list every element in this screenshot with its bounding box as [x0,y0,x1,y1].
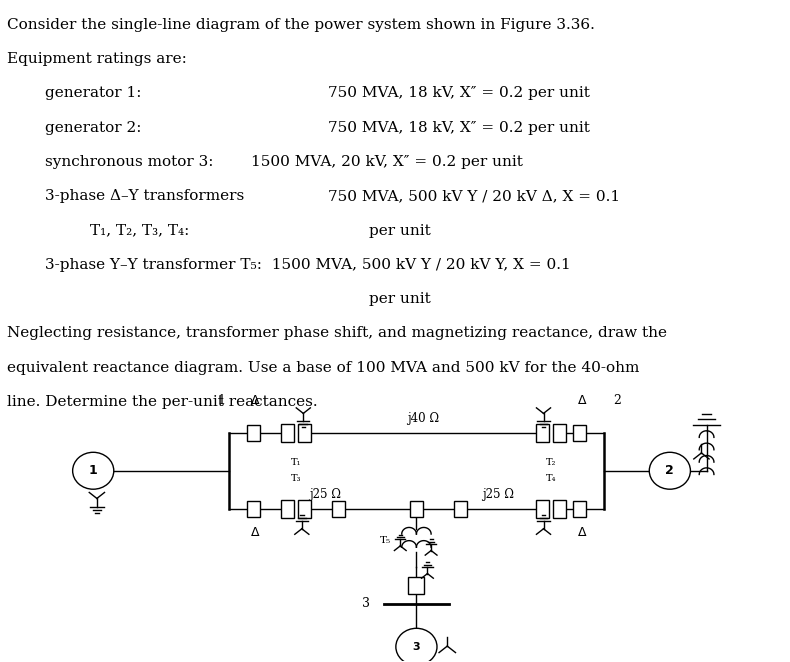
Text: T₄: T₄ [546,474,556,483]
Bar [410,501,423,517]
Text: T₂: T₂ [546,458,556,467]
Bar [573,501,586,517]
Text: T₁, T₂, T₃, T₄:: T₁, T₂, T₃, T₄: [89,224,189,238]
Bar [536,424,549,442]
Text: T₅: T₅ [380,536,391,545]
Bar [536,500,549,518]
Text: T₁: T₁ [291,458,301,467]
Bar [553,500,566,518]
Text: 3: 3 [363,597,371,610]
Bar [281,500,294,518]
Text: j40 Ω: j40 Ω [408,412,439,425]
Bar [246,501,260,517]
Bar [246,425,260,441]
Bar [281,424,294,442]
Text: Equipment ratings are:: Equipment ratings are: [7,52,187,66]
Circle shape [396,628,437,662]
Text: Δ: Δ [577,394,586,407]
Text: line. Determine the per-unit reactances.: line. Determine the per-unit reactances. [7,395,318,409]
Text: equivalent reactance diagram. Use a base of 100 MVA and 500 kV for the 40-ohm: equivalent reactance diagram. Use a base… [7,361,640,375]
Circle shape [649,452,690,489]
Text: 1: 1 [218,394,226,407]
Bar [332,501,345,517]
Text: per unit: per unit [369,292,431,306]
Text: Δ: Δ [251,394,260,407]
Text: T₃: T₃ [291,474,301,483]
Circle shape [73,452,114,489]
Text: 750 MVA, 18 kV, X″ = 0.2 per unit: 750 MVA, 18 kV, X″ = 0.2 per unit [329,120,590,134]
Text: 750 MVA, 500 kV Y / 20 kV Δ, X = 0.1: 750 MVA, 500 kV Y / 20 kV Δ, X = 0.1 [329,189,620,203]
Text: generator 2:: generator 2: [46,120,142,134]
Text: 3: 3 [412,641,420,652]
Text: synchronous motor 3:: synchronous motor 3: [46,155,214,169]
Text: Δ: Δ [251,526,260,539]
Text: j25 Ω: j25 Ω [482,488,514,501]
Text: 1500 MVA, 20 kV, X″ = 0.2 per unit: 1500 MVA, 20 kV, X″ = 0.2 per unit [251,155,523,169]
Bar [573,425,586,441]
Bar [298,500,311,518]
Bar [553,424,566,442]
Text: Neglecting resistance, transformer phase shift, and magnetizing reactance, draw : Neglecting resistance, transformer phase… [7,326,668,340]
Text: 1: 1 [88,464,98,477]
Bar [408,577,424,594]
Text: Δ: Δ [577,526,586,539]
Text: generator 1:: generator 1: [46,87,142,101]
Bar [454,501,467,517]
Text: 2: 2 [665,464,674,477]
Text: 3-phase Y–Y transformer T₅:  1500 MVA, 500 kV Y / 20 kV Y, X = 0.1: 3-phase Y–Y transformer T₅: 1500 MVA, 50… [46,258,571,272]
Text: 750 MVA, 18 kV, X″ = 0.2 per unit: 750 MVA, 18 kV, X″ = 0.2 per unit [329,87,590,101]
Text: 2: 2 [613,394,621,407]
Text: Consider the single-line diagram of the power system shown in Figure 3.36.: Consider the single-line diagram of the … [7,18,595,32]
Text: per unit: per unit [369,224,431,238]
Text: j25 Ω: j25 Ω [309,488,340,501]
Bar [298,424,311,442]
Text: 3-phase Δ–Y transformers: 3-phase Δ–Y transformers [46,189,245,203]
